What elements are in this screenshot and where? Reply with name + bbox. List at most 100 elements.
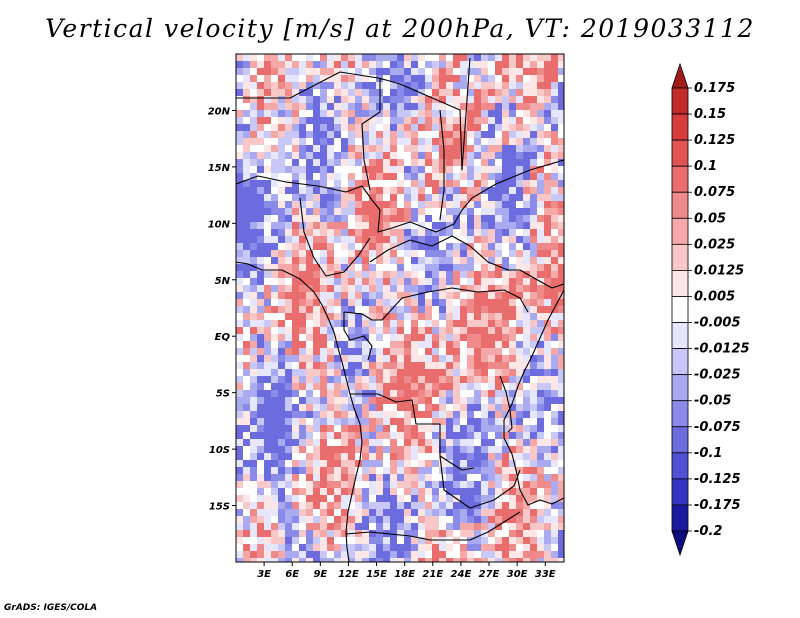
field-cell: [530, 404, 538, 412]
field-cell: [397, 166, 405, 174]
field-cell: [460, 166, 468, 174]
field-cell: [383, 257, 391, 265]
field-cell: [355, 530, 363, 538]
field-cell: [544, 509, 552, 517]
field-cell: [516, 180, 524, 188]
field-cell: [264, 523, 272, 531]
field-cell: [523, 152, 531, 160]
field-cell: [383, 446, 391, 454]
field-cell: [327, 453, 335, 461]
field-cell: [306, 348, 314, 356]
field-cell: [278, 103, 286, 111]
field-cell: [523, 418, 531, 426]
field-cell: [292, 208, 300, 216]
field-cell: [390, 257, 398, 265]
field-cell: [348, 481, 356, 489]
field-cell: [334, 208, 342, 216]
field-cell: [264, 96, 272, 104]
field-cell: [509, 96, 517, 104]
field-cell: [418, 313, 426, 321]
field-cell: [537, 306, 545, 314]
field-cell: [544, 159, 552, 167]
field-cell: [411, 180, 419, 188]
field-cell: [299, 362, 307, 370]
field-cell: [348, 544, 356, 552]
field-cell: [523, 481, 531, 489]
field-cell: [516, 376, 524, 384]
field-cell: [348, 110, 356, 118]
field-cell: [292, 96, 300, 104]
field-cell: [495, 124, 503, 132]
field-cell: [516, 439, 524, 447]
field-cell: [481, 54, 489, 62]
field-cell: [292, 481, 300, 489]
field-cell: [257, 369, 265, 377]
field-cell: [383, 278, 391, 286]
field-cell: [502, 131, 510, 139]
field-cell: [236, 509, 244, 517]
colorbar-segment: [671, 452, 689, 480]
field-cell: [341, 558, 349, 562]
field-cell: [425, 89, 433, 97]
field-cell: [516, 334, 524, 342]
field-cell: [341, 271, 349, 279]
field-cell: [306, 425, 314, 433]
field-cell: [390, 152, 398, 160]
field-cell: [264, 250, 272, 258]
field-cell: [355, 152, 363, 160]
field-cell: [243, 236, 251, 244]
field-cell: [432, 404, 440, 412]
field-cell: [439, 551, 447, 559]
field-cell: [313, 481, 321, 489]
field-cell: [551, 474, 559, 482]
field-cell: [278, 558, 286, 562]
field-cell: [285, 75, 293, 83]
field-cell: [285, 502, 293, 510]
field-cell: [236, 166, 244, 174]
field-cell: [418, 334, 426, 342]
field-cell: [250, 138, 258, 146]
field-cell: [390, 432, 398, 440]
field-cell: [432, 138, 440, 146]
field-cell: [327, 390, 335, 398]
field-cell: [453, 418, 461, 426]
field-cell: [481, 334, 489, 342]
field-cell: [341, 453, 349, 461]
field-cell: [474, 411, 482, 419]
field-cell: [264, 152, 272, 160]
field-cell: [418, 537, 426, 545]
field-cell: [495, 516, 503, 524]
field-cell: [313, 75, 321, 83]
field-cell: [432, 243, 440, 251]
field-cell: [460, 481, 468, 489]
field-cell: [404, 425, 412, 433]
field-cell: [502, 222, 510, 230]
field-cell: [404, 383, 412, 391]
field-cell: [502, 271, 510, 279]
field-cell: [397, 355, 405, 363]
field-cell: [530, 495, 538, 503]
field-cell: [355, 159, 363, 167]
field-cell: [495, 138, 503, 146]
lon-tick-label: 33E: [535, 569, 556, 580]
field-cell: [243, 103, 251, 111]
field-cell: [390, 502, 398, 510]
field-cell: [292, 404, 300, 412]
field-cell: [299, 138, 307, 146]
field-cell: [376, 320, 384, 328]
field-cell: [397, 397, 405, 405]
field-cell: [264, 215, 272, 223]
field-cell: [453, 425, 461, 433]
field-cell: [313, 460, 321, 468]
field-cell: [383, 117, 391, 125]
field-cell: [544, 474, 552, 482]
field-cell: [544, 285, 552, 293]
field-cell: [537, 320, 545, 328]
field-cell: [467, 103, 475, 111]
field-cell: [474, 243, 482, 251]
field-cell: [460, 278, 468, 286]
field-cell: [481, 327, 489, 335]
field-cell: [369, 334, 377, 342]
field-cell: [453, 124, 461, 132]
field-cell: [544, 306, 552, 314]
